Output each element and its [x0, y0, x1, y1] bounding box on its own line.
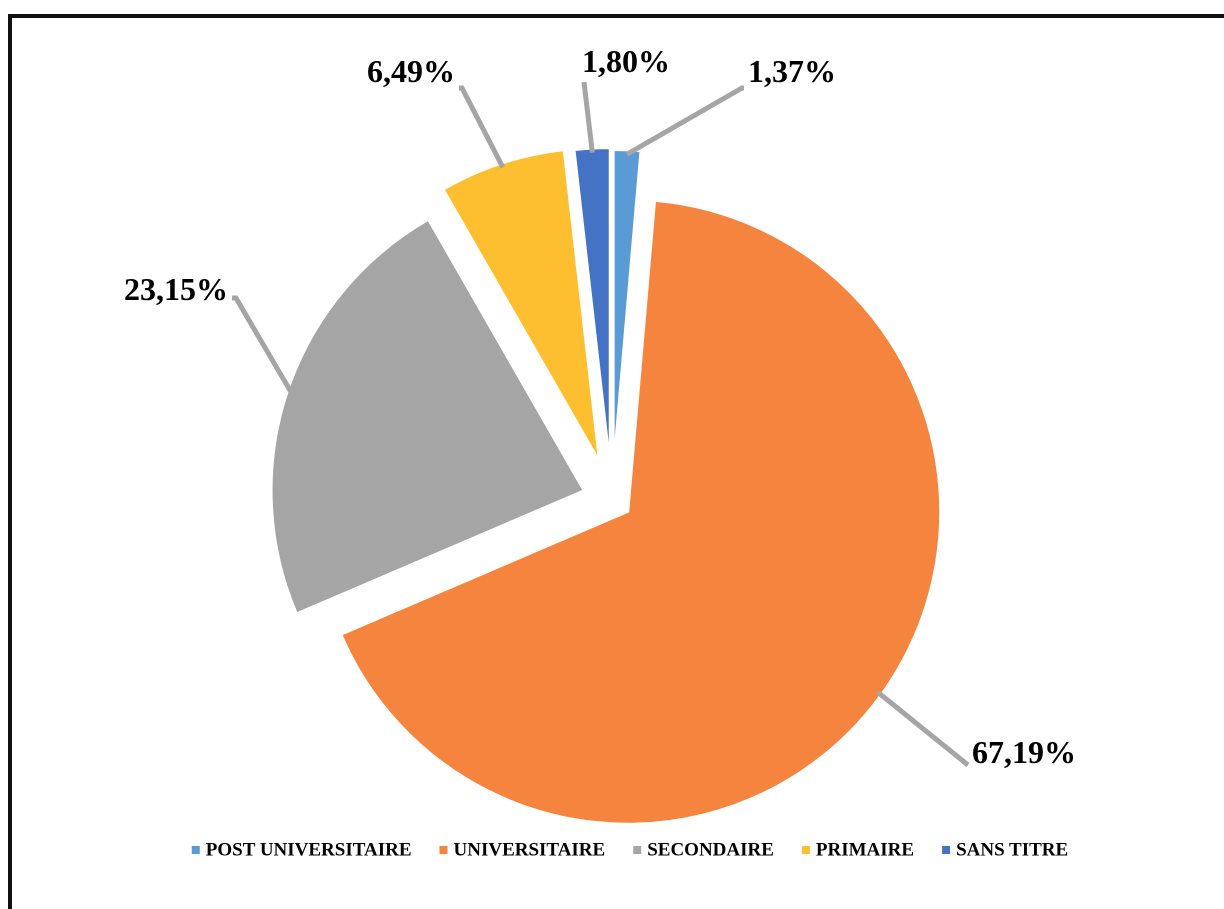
- leader-line: [581, 81, 595, 153]
- data-label: 23,15%: [124, 271, 228, 307]
- frame: [8, 14, 1224, 909]
- legend-label: POST UNIVERSITAIRE: [206, 839, 412, 860]
- leader-line: [232, 295, 294, 395]
- data-label: 1,80%: [582, 43, 670, 79]
- pie-slice: [270, 218, 585, 615]
- legend-label: UNIVERSITAIRE: [454, 839, 606, 860]
- legend-swatch: [801, 846, 810, 854]
- data-label: 1,37%: [748, 53, 836, 89]
- data-label: 6,49%: [367, 53, 455, 89]
- legend-swatch: [191, 846, 200, 854]
- legend: POST UNIVERSITAIRE UNIVERSITAIRE SECONDAIR…: [191, 839, 1068, 860]
- leader-line: [459, 85, 506, 169]
- labels: 1,37% 67,19% 23,15% 6,49% 1,80%: [124, 43, 1076, 770]
- legend-swatch: [942, 846, 951, 854]
- legend-label: PRIMAIRE: [816, 839, 914, 860]
- leader-line: [876, 690, 970, 767]
- leader-line: [625, 85, 744, 157]
- slices: [270, 147, 942, 825]
- legend-swatch: [439, 846, 448, 854]
- data-label: 67,19%: [972, 734, 1076, 770]
- pie-slice: [612, 149, 642, 463]
- legend-label: SECONDAIRE: [647, 839, 774, 860]
- legend-swatch: [633, 846, 642, 854]
- legend-label: SANS TITRE: [956, 839, 1068, 860]
